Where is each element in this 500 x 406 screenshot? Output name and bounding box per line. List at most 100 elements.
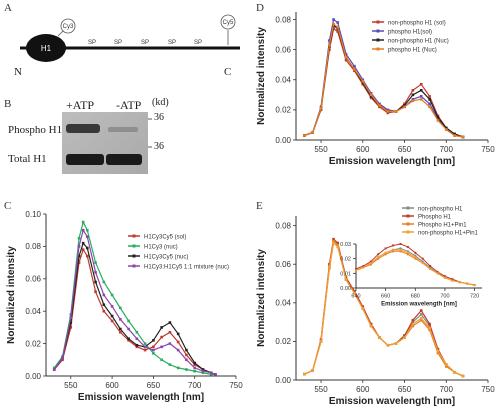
data-point	[421, 257, 424, 260]
data-point	[419, 95, 423, 98]
y-tick-label: 0.02	[25, 339, 41, 348]
legend-marker	[406, 214, 410, 218]
panel-label-d: D	[256, 2, 264, 14]
data-point	[369, 262, 372, 265]
x-tick-label: 650	[398, 385, 412, 394]
data-point	[311, 369, 314, 372]
data-point	[319, 107, 323, 110]
data-point	[336, 245, 340, 249]
data-point	[135, 345, 139, 349]
data-point	[419, 318, 423, 322]
data-point	[451, 278, 454, 281]
h1-domain-label: H1	[41, 44, 52, 53]
legend-label: non-phospho H1 (Nuc)	[388, 39, 449, 45]
y-tick-label: 0.04	[275, 299, 291, 308]
blot-kd-label: (kd)	[152, 97, 169, 108]
data-point	[428, 322, 431, 326]
x-axis-label: Emission wavelength [nm]	[329, 156, 455, 167]
data-point	[414, 257, 417, 260]
data-point	[369, 324, 373, 328]
data-point	[332, 241, 335, 245]
data-point	[168, 363, 172, 366]
panel-label-c: C	[4, 200, 12, 212]
chart-panel-c: 0.00 0.02 0.04 0.06 0.08 0.10 550 600 650 700 750 E…	[6, 210, 243, 403]
data-point	[135, 337, 139, 341]
x-tick-label: 550	[314, 145, 328, 154]
x-axis-label: Emission wavelength [nm]	[381, 302, 457, 308]
data-point	[77, 254, 81, 258]
sp-label-5: SP	[194, 40, 202, 46]
data-point	[303, 134, 306, 137]
data-point	[336, 241, 340, 245]
legend-label: phospho H1 (Nuc)	[388, 48, 437, 54]
cy5-label-circle	[220, 14, 236, 30]
data-point	[461, 374, 465, 378]
data-point	[386, 111, 390, 115]
legend: non-phospho H1 (sol) phospho H1(sol) non-p…	[372, 20, 449, 54]
data-point	[102, 303, 106, 307]
x-tick-label: 550	[64, 381, 78, 390]
legend-label: Phospho H1+Pin1	[418, 223, 467, 229]
data-point	[332, 18, 335, 21]
c-terminus-label: C	[224, 66, 231, 78]
data-point	[428, 102, 431, 106]
data-point	[361, 82, 365, 86]
data-point	[355, 267, 357, 270]
data-point	[399, 243, 402, 245]
data-point	[69, 326, 73, 329]
x-tick-label: 700	[188, 381, 202, 390]
band-phospho-minus-atp	[108, 127, 138, 132]
data-point	[414, 254, 417, 257]
data-point	[119, 330, 122, 334]
legend-label: H1Cy3Cy5 (sol)	[144, 235, 186, 241]
data-point	[160, 358, 163, 362]
data-point	[81, 248, 85, 251]
data-point	[86, 228, 89, 232]
data-point	[152, 352, 155, 355]
y-tick-label: 0.02	[340, 257, 351, 263]
legend-label: non-phospho H1+Pin1	[418, 231, 479, 237]
y-tick-label: 0.00	[340, 286, 351, 292]
data-point	[399, 248, 402, 251]
data-point	[362, 266, 365, 269]
data-point	[419, 309, 423, 312]
x-tick-label: 550	[314, 385, 328, 394]
sp-label-2: SP	[114, 40, 122, 46]
x-tick-label: 600	[356, 385, 370, 394]
data-point	[436, 349, 440, 353]
data-point	[102, 309, 106, 313]
data-point	[406, 250, 409, 253]
chart-D: 0.00 0.02 0.04 0.06 0.08 550 600 650 700 750 Emiss…	[256, 12, 495, 167]
data-point	[436, 351, 440, 355]
data-point	[193, 361, 196, 365]
data-point	[119, 327, 122, 331]
series-line-3	[304, 239, 464, 377]
data-point	[369, 93, 373, 97]
legend-marker	[376, 20, 380, 24]
series-line-1	[53, 248, 216, 375]
y-tick-label: 0.02	[275, 106, 291, 115]
y-tick-label: 0.04	[25, 307, 41, 316]
data-point	[386, 108, 390, 112]
data-point	[403, 334, 406, 337]
data-point	[344, 52, 348, 56]
band-total-minus-atp	[106, 154, 142, 165]
data-point	[94, 290, 97, 294]
y-tick-label: 0.03	[340, 242, 351, 248]
data-point	[361, 81, 365, 85]
data-point	[185, 348, 188, 352]
data-point	[119, 318, 122, 321]
legend-label: H1Cy3Cy5 (nuc)	[144, 255, 188, 261]
data-point	[444, 363, 448, 366]
legend-marker	[376, 47, 380, 51]
data-point	[419, 82, 423, 86]
data-point	[451, 279, 454, 282]
blot-row-label-total: Total H1	[8, 153, 47, 165]
data-point	[52, 368, 56, 371]
x-tick-label: 700	[440, 385, 454, 394]
blot-col-label-plus-atp: +ATP	[66, 98, 95, 112]
chart-panel-e: 0.00 0.02 0.04 0.06 0.08 550 600 650 700 750 Emiss…	[256, 206, 495, 406]
data-point	[214, 373, 217, 376]
data-point	[127, 339, 130, 342]
data-point	[77, 245, 81, 248]
